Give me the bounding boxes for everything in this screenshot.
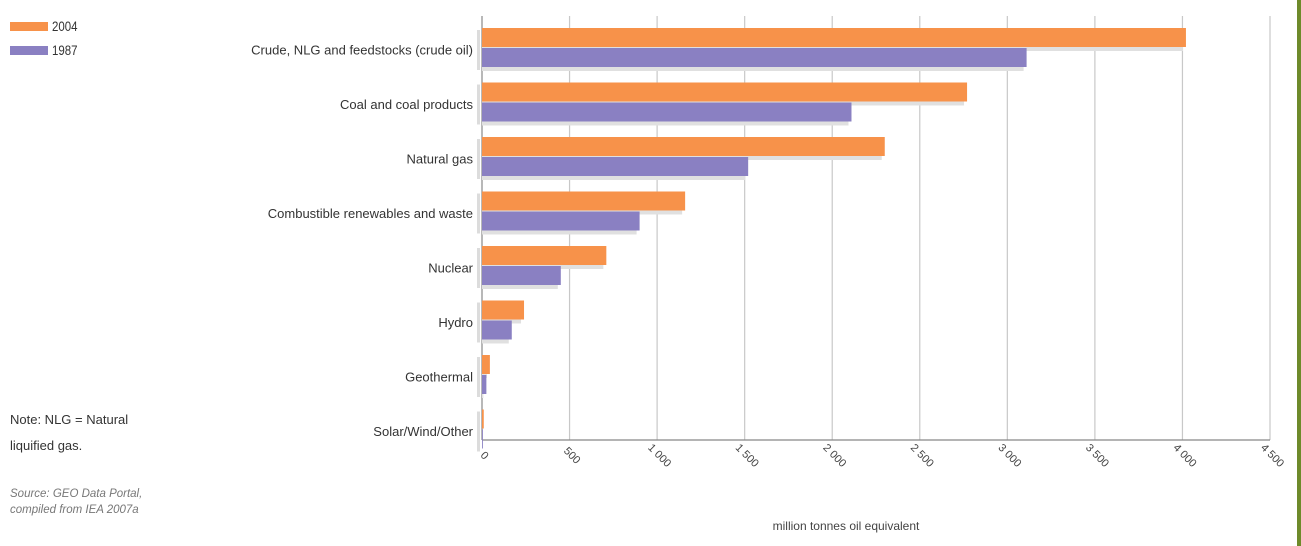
bar-2004-1 [482,82,968,102]
bar-stub [477,302,480,343]
category-label: Crude, NLG and feedstocks (crude oil) [251,42,473,57]
x-tick-label: 2 000 [820,442,848,470]
x-tick-label: 4 000 [1171,442,1199,470]
note-line-1: Note: NLG = Natural [10,412,129,427]
x-tick-label: 1 000 [645,442,673,470]
category-label: Coal and coal products [340,97,473,112]
bar-stub [477,411,480,452]
category-label: Geothermal [405,369,473,384]
bar-2004-6 [482,355,490,374]
bar-2004-2 [482,137,885,156]
legend-swatch-2004 [10,21,48,31]
legend-label-1987: 1987 [52,42,78,58]
bar-1987-2 [482,157,749,176]
bar-1987-1 [482,102,852,122]
note: Note: NLG = Natural liquified gas. [10,407,210,459]
bar-stub [477,30,480,70]
legend-item-2004: 2004 [10,14,83,38]
category-label: Hydro [438,315,473,330]
legend: 2004 1987 [10,14,83,62]
x-tick-label: 4 500 [1258,442,1286,470]
bar-1987-6 [482,375,487,394]
bar-1987-3 [482,211,640,231]
bar-stub [477,193,480,234]
bar-2004-0 [482,28,1186,47]
right-border [1297,0,1301,546]
bar-stub [477,139,480,179]
bar-2004-4 [482,246,607,265]
category-label: Combustible renewables and waste [268,206,473,221]
x-tick-label: 2 500 [908,442,936,470]
note-line-2: liquified gas. [10,438,83,453]
x-axis-title: million tonnes oil equivalent [773,519,920,533]
bar-stub [477,84,480,125]
bar-2004-7 [482,409,484,429]
legend-label-2004: 2004 [52,18,78,34]
category-label: Solar/Wind/Other [373,424,473,439]
x-tick-label: 3 000 [995,442,1023,470]
bar-2004-3 [482,191,686,211]
source-line-1: Source: GEO Data Portal, [10,488,143,500]
category-label: Nuclear [428,260,473,275]
x-tick-label: 3 500 [1083,442,1111,470]
legend-item-1987: 1987 [10,38,83,62]
bar-2004-5 [482,300,525,320]
bar-1987-5 [482,320,512,340]
bar-1987-0 [482,48,1027,67]
legend-swatch-1987 [10,45,48,55]
category-label: Natural gas [407,151,474,166]
x-tick-label: 500 [561,445,582,466]
bar-stub [477,357,480,397]
source-line-2: compiled from IEA 2007a [10,504,139,516]
x-tick-label: 1 500 [733,442,761,470]
source-note: Source: GEO Data Portal, compiled from I… [10,486,230,518]
bar-1987-7 [482,429,483,449]
bar-stub [477,248,480,288]
bar-1987-4 [482,266,561,285]
